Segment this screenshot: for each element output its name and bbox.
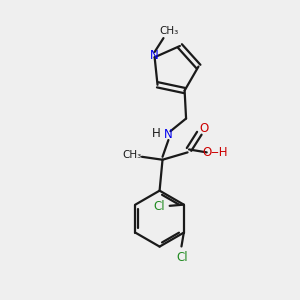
Text: O‒H: O‒H bbox=[203, 146, 228, 160]
Text: CH₃: CH₃ bbox=[122, 150, 141, 160]
Text: O: O bbox=[199, 122, 208, 135]
Text: H: H bbox=[152, 127, 160, 140]
Text: N: N bbox=[164, 128, 173, 141]
Text: Cl: Cl bbox=[176, 250, 188, 264]
Text: CH₃: CH₃ bbox=[160, 26, 179, 36]
Text: Cl: Cl bbox=[153, 200, 165, 213]
Text: N: N bbox=[150, 49, 158, 62]
